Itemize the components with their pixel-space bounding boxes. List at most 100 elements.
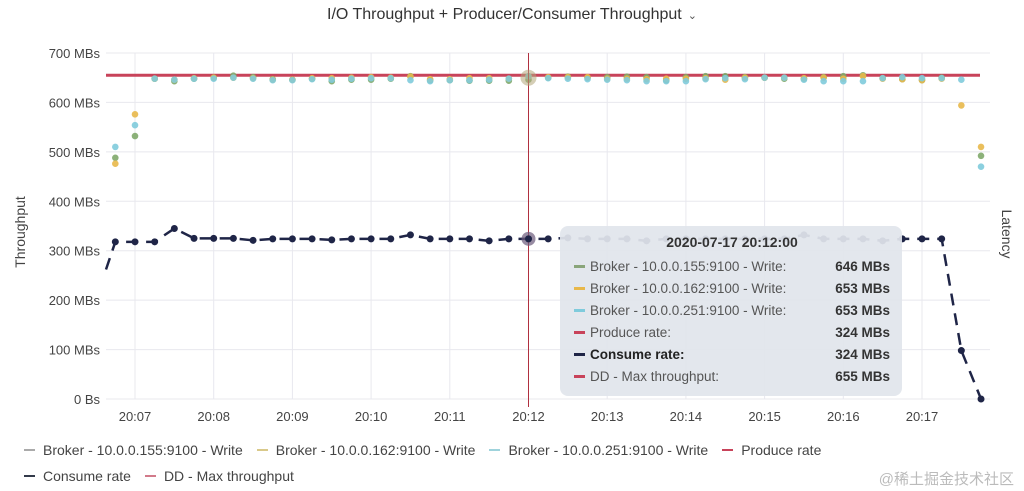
consume-rate-point [170,224,178,232]
broker-point [407,76,414,84]
tooltip-row-label: Broker - 10.0.0.162:9100 - Write: [590,280,787,296]
broker-point [112,160,119,168]
y-tick-label: 700 MBs [49,46,101,61]
legend-swatch [489,449,501,451]
x-tick-label: 20:08 [197,409,230,424]
tooltip-rows: Broker - 10.0.0.155:9100 - Write: 646 MBs… [574,255,890,387]
broker-point [151,75,158,83]
broker-point [623,76,631,84]
broker-point [446,76,454,84]
y-tick-label: 300 MBs [49,244,101,259]
broker-point [643,77,650,85]
consume-rate-line [104,227,983,400]
tooltip-row: Broker - 10.0.0.155:9100 - Write: 646 MBs [574,255,890,277]
broker-point [780,74,788,82]
broker-point [938,74,945,82]
broker-point [899,73,906,81]
broker-point [171,76,178,83]
x-tick-label: 20:09 [276,409,309,424]
legend-label: Broker - 10.0.0.155:9100 - Write [43,442,243,458]
tooltip-row-value: 653 MBs [835,280,890,296]
consume-rate-point [918,235,926,243]
broker-point [662,77,670,85]
x-tick-label: 20:16 [827,409,860,424]
legend-swatch [144,475,156,477]
consume-rate-point [210,234,218,242]
broker-point [800,76,808,83]
broker-point [977,163,985,170]
broker-point [112,143,119,151]
broker-point [485,76,493,83]
broker-point [840,77,847,85]
broker-point [603,76,611,83]
broker-point [741,75,749,83]
y-tick-label: 0 Bs [74,392,101,407]
consume-rate-point [111,238,119,246]
consume-rate-point [465,235,473,243]
broker-point [859,72,867,80]
broker-point [308,75,316,83]
consume-rate-point [190,234,198,242]
broker-point [702,75,709,83]
consume-rate-point [308,235,316,243]
x-tick-label: 20:12 [512,409,545,424]
x-tick-label: 20:14 [670,409,703,424]
consume-rate-point [229,234,237,242]
y-tick-label: 500 MBs [49,145,101,160]
legend-item[interactable]: Produce rate [722,437,821,463]
consume-rate-point [387,235,395,243]
tooltip-row-value: 653 MBs [835,302,890,318]
legend-item[interactable]: DD - Max throughput [144,463,294,489]
chart-title-dropdown[interactable]: I/O Throughput + Producer/Consumer Throu… [0,6,1024,24]
series-swatch [574,286,585,290]
tooltip-row-label: Broker - 10.0.0.251:9100 - Write: [590,302,787,318]
broker-point [387,74,395,82]
series-swatch [574,308,585,312]
chevron-down-icon: ⌄ [687,10,697,22]
broker-point [977,152,985,160]
broker-point [505,75,513,83]
y-axis-title: Throughput [12,196,28,268]
broker-point [112,154,119,162]
consume-rate-point [938,235,946,243]
broker-point [958,102,965,109]
y-tick-label: 600 MBs [49,95,101,110]
x-tick-label: 20:15 [748,409,781,424]
legend-item[interactable]: Broker - 10.0.0.251:9100 - Write [489,437,708,463]
legend-label: Broker - 10.0.0.162:9100 - Write [275,442,476,458]
consume-rate-point [406,231,414,239]
broker-point [879,74,886,82]
tooltip-row-label: Consume rate: [590,346,685,362]
legend-item[interactable]: Broker - 10.0.0.155:9100 - Write [24,437,243,463]
legend-swatch [24,475,35,477]
consume-rate-point [328,236,336,244]
tooltip: 2020-07-17 20:12:00 Broker - 10.0.0.155:… [560,226,902,396]
broker-point [249,75,257,83]
legend-swatch [256,449,268,451]
broker-point [564,75,572,83]
broker-point [918,74,926,82]
watermark: @稀土掘金技术社区 [878,471,1014,488]
consume-rate-point [505,235,513,243]
tooltip-row-label: Broker - 10.0.0.155:9100 - Write: [590,258,787,274]
broker-point [131,110,139,118]
legend-item[interactable]: Consume rate [24,463,131,489]
broker-point [859,77,867,85]
legend-item[interactable]: Broker - 10.0.0.162:9100 - Write [256,437,476,463]
series-swatch [574,374,585,378]
consume-rate-point [544,235,552,243]
series-swatch [574,352,585,356]
consume-rate-point [446,235,454,243]
x-tick-label: 20:13 [591,409,624,424]
broker-point [131,132,139,140]
consume-rate-point [269,235,277,243]
hover-marker [525,235,532,243]
tooltip-row: DD - Max throughput: 655 MBs [574,365,890,387]
broker-point [230,74,237,82]
consume-rate-point [957,347,965,355]
x-tick-label: 20:07 [119,409,152,424]
consume-rate-point [151,238,159,246]
broker-point [328,76,336,83]
series-swatch [574,330,585,334]
